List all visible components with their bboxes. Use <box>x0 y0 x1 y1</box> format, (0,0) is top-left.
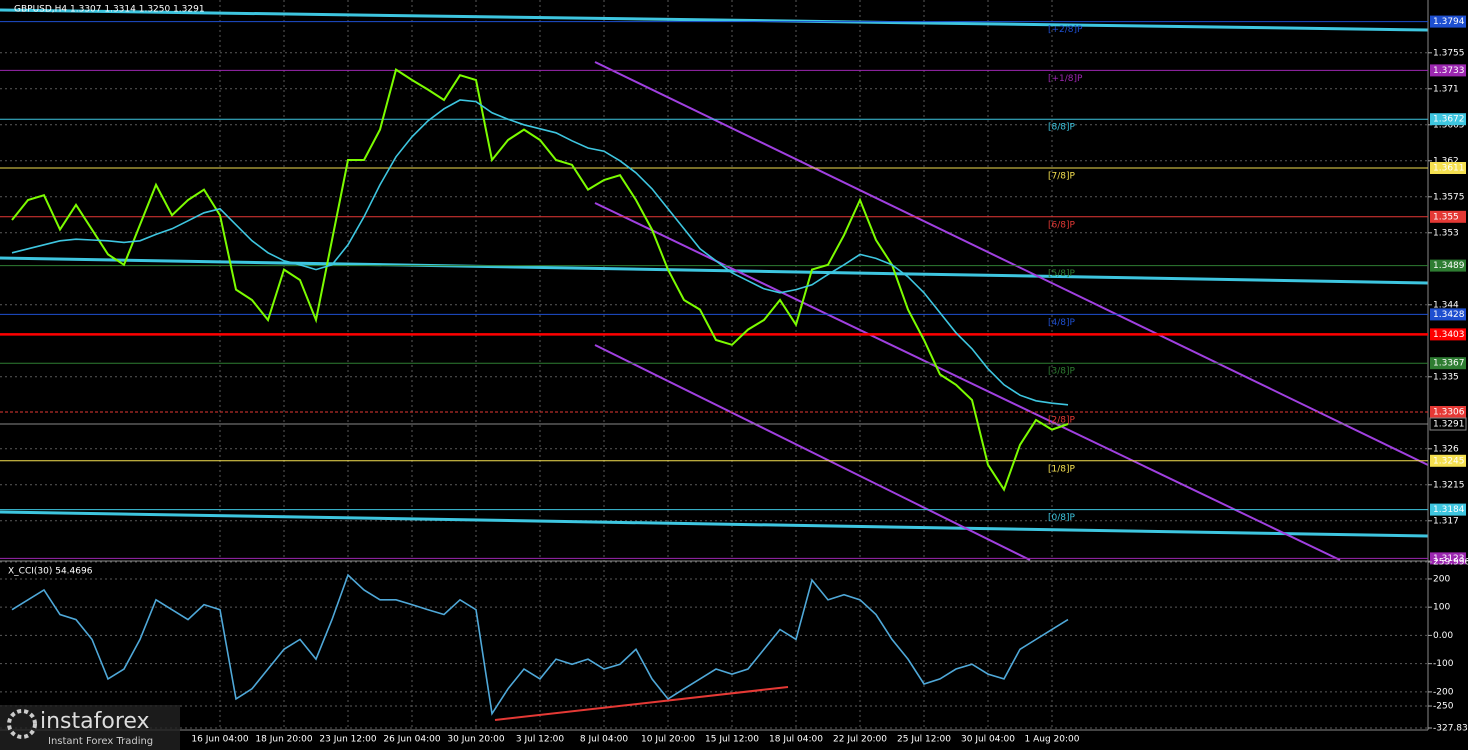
level-box <box>1430 357 1466 370</box>
last-price-label: 1.3291 <box>1433 420 1465 430</box>
channel-line <box>594 61 1429 466</box>
y-tick-label: 259.9969 <box>1433 558 1468 568</box>
y-tick-label: 0.00 <box>1433 631 1453 641</box>
level-value: 1.3794 <box>1433 17 1465 27</box>
level-value: 1.3489 <box>1433 261 1465 271</box>
x-tick-label: 23 Jun 12:00 <box>319 735 376 745</box>
tagline: Instant Forex Trading <box>48 736 153 747</box>
series-line <box>11 573 1069 716</box>
logo <box>7 709 37 739</box>
level-value: 1.3428 <box>1433 310 1465 320</box>
y-tick-label: 1.326 <box>1433 444 1459 454</box>
x-tick-label: 8 Jul 04:00 <box>580 735 629 745</box>
level-label: [7/8]P <box>1048 172 1076 182</box>
level-box <box>1430 328 1466 341</box>
x-tick-label: 30 Jul 04:00 <box>961 735 1015 745</box>
level-value: 1.3403 <box>1433 330 1465 340</box>
level-value: 1.355 <box>1433 212 1459 222</box>
level-value: 1.3123 <box>1433 554 1465 564</box>
y-tick-label: 1.335 <box>1433 372 1459 382</box>
y-tick-label: 100 <box>1433 603 1450 613</box>
level-label: [8/8]P <box>1048 123 1076 133</box>
trend-line <box>0 510 1429 538</box>
level-value: 1.3184 <box>1433 505 1465 515</box>
level-box <box>1430 113 1466 126</box>
watermark: instaforex Instant Forex Trading <box>0 705 180 750</box>
x-tick-label: 30 Jun 20:00 <box>447 735 504 745</box>
level-label: [6/8]P <box>1048 220 1076 230</box>
y-tick-label: -250 <box>1433 702 1454 712</box>
y-tick-label: 1.3755 <box>1433 48 1465 58</box>
level-label: [5/8]P <box>1048 269 1076 279</box>
trend-line <box>0 256 1429 285</box>
level-box <box>1430 454 1466 467</box>
trend-line <box>0 8 1429 32</box>
y-tick-label: 1.3215 <box>1433 480 1465 490</box>
x-tick-label: 25 Jul 12:00 <box>897 735 951 745</box>
level-box <box>1430 15 1466 28</box>
level-label: [3/8]P <box>1048 367 1076 377</box>
level-box <box>1430 503 1466 516</box>
level-label: [1/8]P <box>1048 464 1076 474</box>
y-tick-label: -200 <box>1433 687 1454 697</box>
y-tick-label: 1.362 <box>1433 156 1459 166</box>
level-label: [+2/8]P <box>1048 25 1083 35</box>
level-box <box>1430 308 1466 321</box>
x-tick-label: 10 Jul 20:00 <box>641 735 695 745</box>
series-line <box>11 99 1069 406</box>
level-value: 1.3306 <box>1433 408 1465 418</box>
level-box <box>1430 259 1466 272</box>
y-tick-label: 1.3575 <box>1433 192 1465 202</box>
level-value: 1.3611 <box>1433 164 1465 174</box>
divergence-line <box>494 686 789 721</box>
x-tick-label: 22 Jul 20:00 <box>833 735 887 745</box>
level-box <box>1430 406 1466 418</box>
x-tick-label: 18 Jul 04:00 <box>769 735 823 745</box>
indicator-title: X_CCI(30) 54.4696 <box>8 567 93 577</box>
level-box <box>1430 210 1466 223</box>
y-tick-label: -100 <box>1433 659 1454 669</box>
last-price-box <box>1429 417 1467 431</box>
x-tick-label: 26 Jun 04:00 <box>383 735 440 745</box>
channel-line <box>594 344 1031 561</box>
level-label: [+1/8]P <box>1048 74 1083 84</box>
brand: instaforex <box>40 709 150 734</box>
watermark-bg <box>0 705 180 750</box>
level-box <box>1430 64 1466 77</box>
y-tick-label: 1.3665 <box>1433 120 1465 130</box>
x-tick-label: 1 Aug 20:00 <box>1025 735 1080 745</box>
x-tick-label: 18 Jun 20:00 <box>255 735 312 745</box>
y-tick-label: -327.832 <box>1433 724 1468 734</box>
y-tick-label: 1.353 <box>1433 228 1459 238</box>
level-value: 1.3672 <box>1433 115 1465 125</box>
x-tick-label: 16 Jun 04:00 <box>191 735 248 745</box>
level-box <box>1430 552 1466 565</box>
x-tick-label: 15 Jul 12:00 <box>705 735 759 745</box>
level-label: [0/8]P <box>1048 513 1076 523</box>
level-value: 1.3245 <box>1433 456 1465 466</box>
level-value: 1.3733 <box>1433 66 1465 76</box>
chart-title: GBPUSD,H4 1.3307 1.3314 1.3250 1.3291 <box>14 5 205 15</box>
y-tick-label: 1.371 <box>1433 84 1459 94</box>
level-label: [2/8]P <box>1048 416 1076 426</box>
level-box <box>1430 162 1466 174</box>
x-tick-label: 3 Jul 12:00 <box>516 735 565 745</box>
y-tick-label: 1.317 <box>1433 516 1459 526</box>
y-tick-label: 1.344 <box>1433 300 1459 310</box>
level-label: [4/8]P <box>1048 318 1076 328</box>
level-value: 1.3367 <box>1433 359 1465 369</box>
y-tick-label: 200 <box>1433 574 1450 584</box>
